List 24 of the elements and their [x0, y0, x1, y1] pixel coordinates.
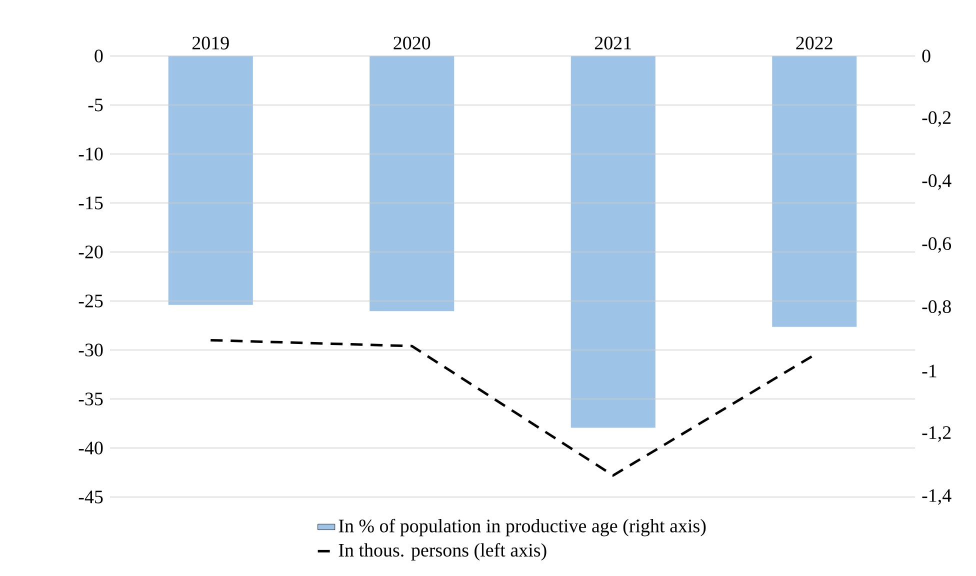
y-tick-label: -45: [78, 490, 103, 504]
y2-tick-label: -1: [922, 364, 936, 378]
y2-tick-label: 0: [922, 50, 930, 62]
y2-tick-label: -0,2: [922, 111, 951, 127]
x-tick-label: 2019: [192, 36, 229, 50]
y-tick-label: -10: [78, 148, 103, 160]
x-tick-label: 2021: [594, 36, 631, 50]
legend-label: In % of population in productive age (right axis): [338, 518, 706, 536]
y-tick-label: -25: [78, 294, 103, 308]
y2-tick-label: -0,6: [922, 237, 952, 253]
x-tick-label: 2022: [796, 36, 832, 50]
legend-label: In thous. persons (left axis): [338, 543, 546, 560]
y-tick-label: 0: [94, 50, 103, 62]
y-tick-label: -30: [78, 344, 103, 356]
y2-tick-label: -1,2: [922, 426, 951, 442]
y2-tick-label: -0,8: [922, 300, 951, 316]
y-tick-label: -5: [88, 98, 103, 112]
y2-tick-label: -0,4: [922, 174, 952, 190]
y-tick-label: -15: [78, 196, 103, 210]
y-tick-label: -20: [78, 246, 103, 258]
x-tick-label: 2020: [394, 36, 430, 50]
y-tick-label: -35: [78, 392, 103, 406]
y-tick-label: -40: [78, 442, 103, 454]
y2-tick-label: -1,4: [922, 489, 952, 505]
